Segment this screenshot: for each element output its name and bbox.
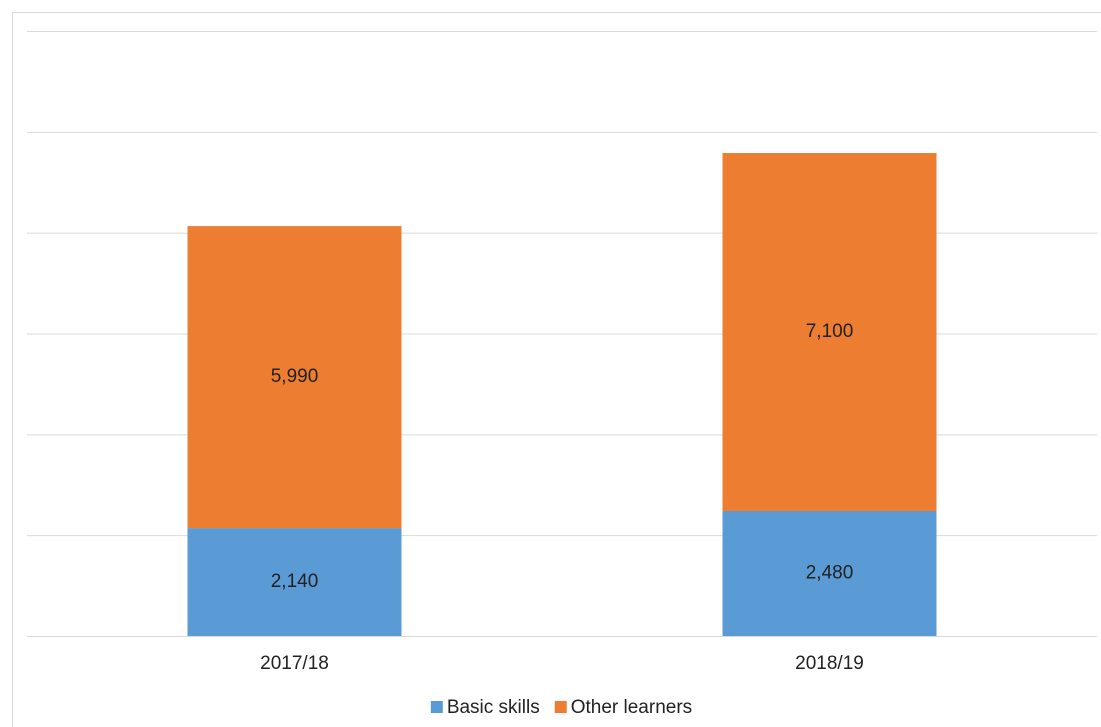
legend-swatch bbox=[554, 701, 567, 713]
x-tick-label: 2017/18 bbox=[260, 653, 329, 674]
data-label: 2,480 bbox=[806, 562, 854, 583]
bar-segment bbox=[722, 510, 937, 636]
legend: Basic skills Other learners bbox=[430, 697, 692, 718]
legend-label: Other learners bbox=[571, 697, 692, 718]
bar-segment bbox=[187, 528, 402, 636]
data-label: 2,140 bbox=[271, 571, 319, 592]
data-label: 5,990 bbox=[271, 366, 319, 387]
bar-segment bbox=[187, 226, 402, 529]
chart-frame bbox=[12, 12, 1101, 727]
x-tick-label: 2018/19 bbox=[795, 653, 864, 674]
legend-swatch bbox=[430, 701, 443, 713]
bar-segment bbox=[722, 153, 937, 511]
data-label: 7,100 bbox=[806, 321, 854, 342]
legend-label: Basic skills bbox=[447, 697, 540, 718]
